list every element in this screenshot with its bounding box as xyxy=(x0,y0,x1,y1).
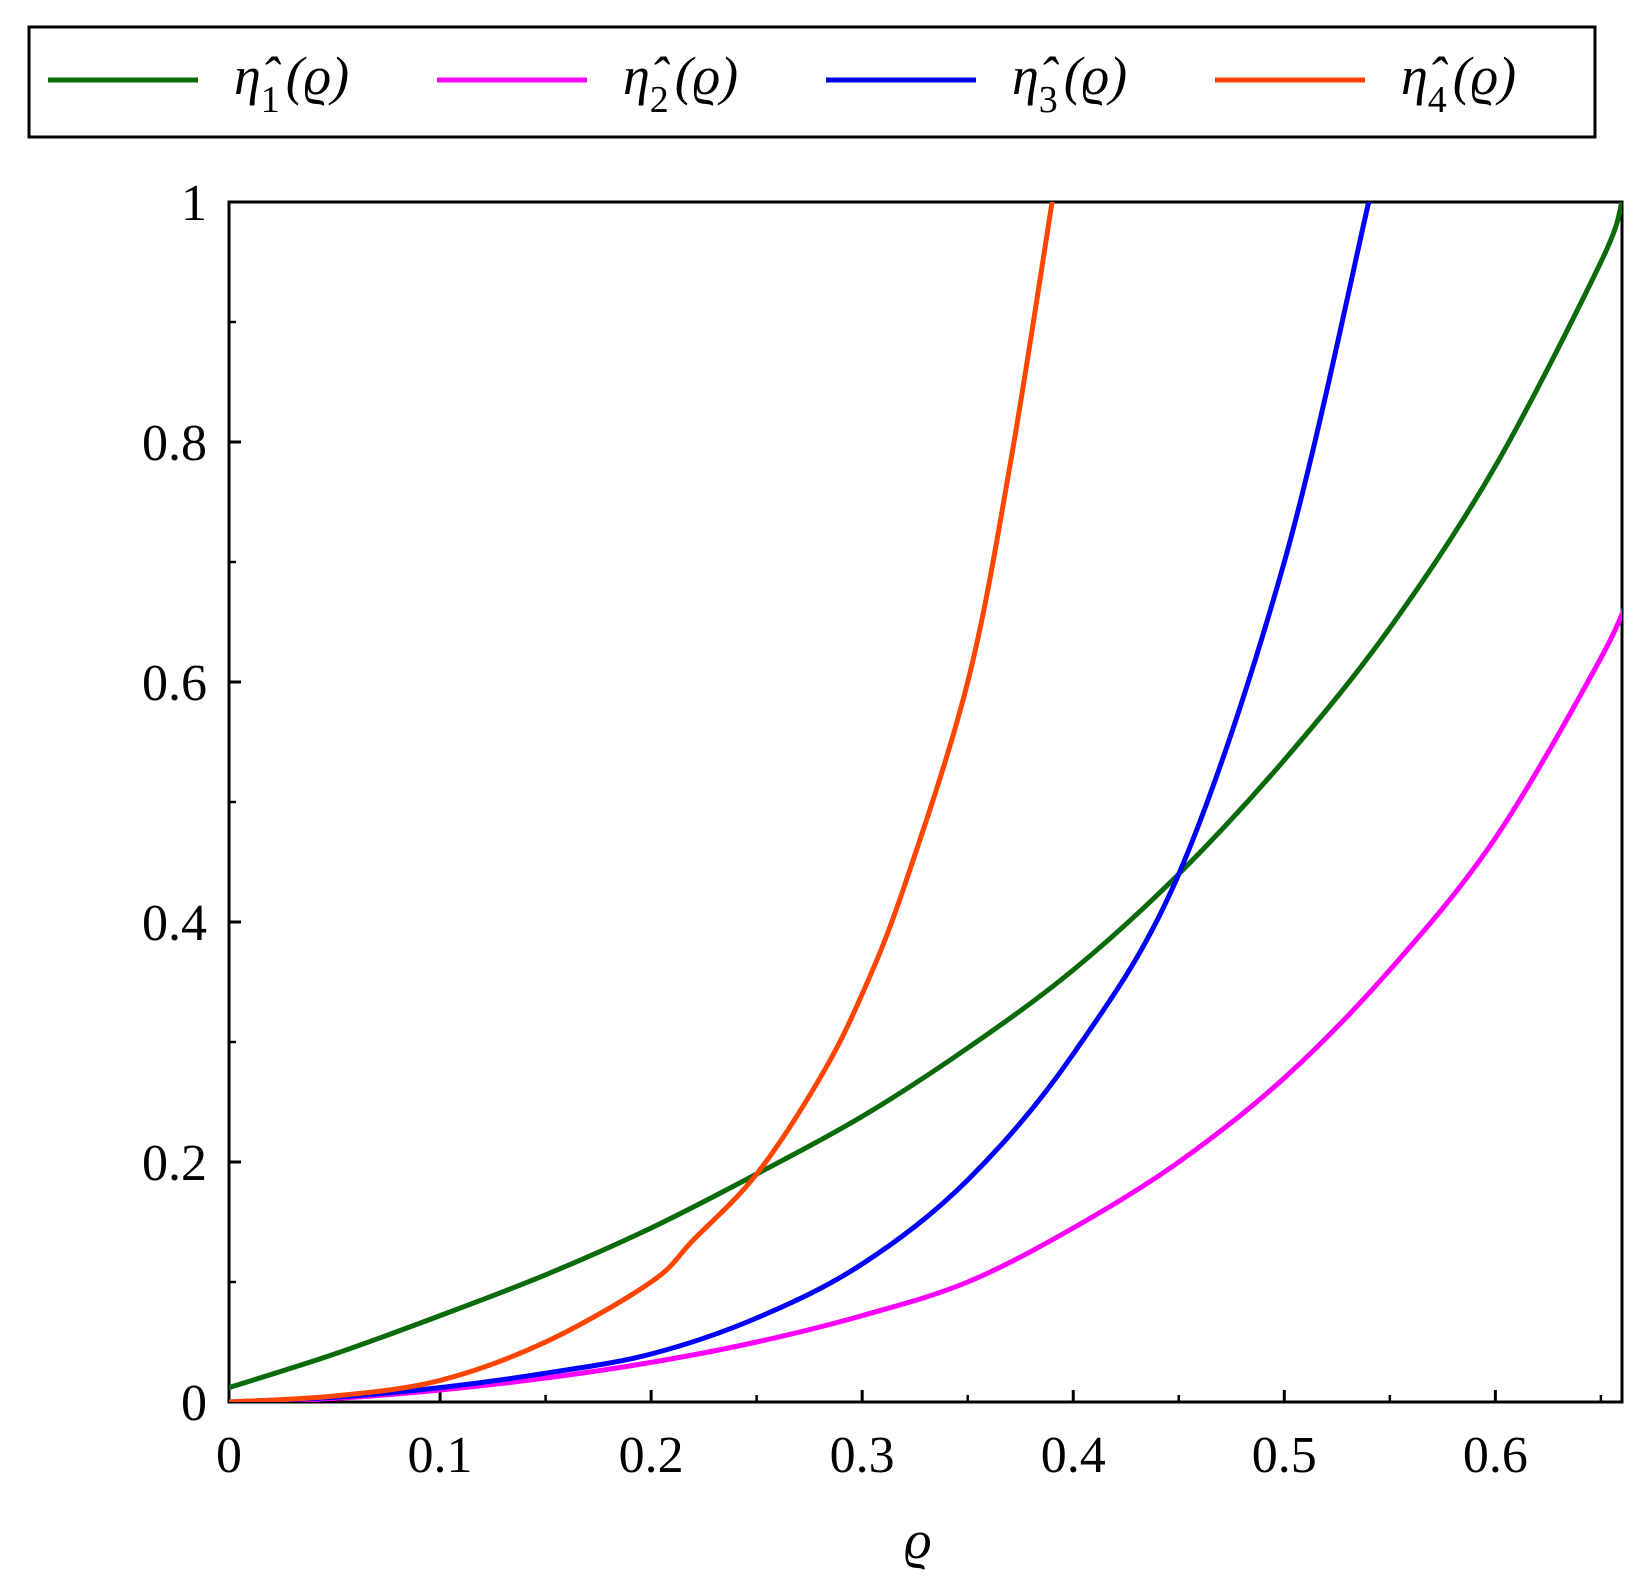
series-line-2 xyxy=(229,607,1622,1402)
legend-subscript: 4 xyxy=(1428,79,1447,121)
x-tick-label: 0.5 xyxy=(1252,1427,1317,1484)
tick-labels: 0 0.1 0.2 0.3 0.4 0.5 0.6 0 0.2 0.4 0.6 0.8 1 xyxy=(142,175,1528,1484)
series-line-1 xyxy=(229,202,1622,1391)
plot-frame xyxy=(227,200,1624,1404)
x-axis-label: ϱ xyxy=(904,1510,931,1570)
x-tick-label: 0.3 xyxy=(830,1427,895,1484)
legend-argument: (ϱ) xyxy=(1453,46,1516,106)
legend-subscript: 2 xyxy=(650,79,669,121)
legend-argument: (ϱ) xyxy=(286,46,349,106)
series-line-4 xyxy=(229,202,1055,1402)
legend-subscript: 1 xyxy=(261,79,280,121)
y-tick-label: 0 xyxy=(181,1375,207,1432)
x-tick-label: 0 xyxy=(216,1427,242,1484)
x-tick-label: 0.1 xyxy=(408,1427,473,1484)
legend-argument: (ϱ) xyxy=(1064,46,1127,106)
legend-argument: (ϱ) xyxy=(675,46,738,106)
y-tick-label: 0.6 xyxy=(142,655,207,712)
y-tick-label: 0.2 xyxy=(142,1135,207,1192)
series-lines xyxy=(229,202,1622,1402)
series-line-3 xyxy=(229,202,1372,1402)
y-tick-label: 1 xyxy=(181,175,207,232)
legend-subscript: 3 xyxy=(1039,79,1058,121)
x-tick-label: 0.2 xyxy=(619,1427,684,1484)
legend-entry-1: η̂1 (ϱ) xyxy=(234,46,349,121)
x-tick-label: 0.4 xyxy=(1041,1427,1106,1484)
axes xyxy=(227,200,1624,1404)
x-tick-label: 0.6 xyxy=(1463,1427,1528,1484)
y-tick-label: 0.8 xyxy=(142,415,207,472)
legend: η̂1 (ϱ) η̂2 (ϱ) η̂3 (ϱ) η̂4 (ϱ) xyxy=(27,25,1597,139)
y-tick-label: 0.4 xyxy=(142,895,207,952)
